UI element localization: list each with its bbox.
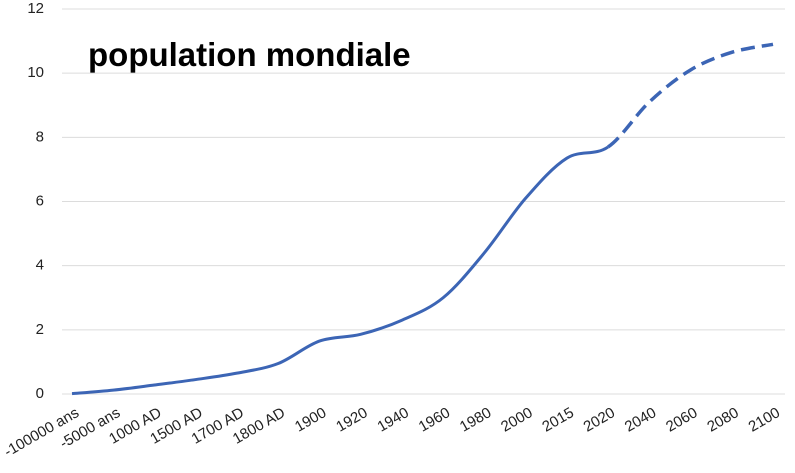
x-tick-label: 2060: [663, 404, 700, 435]
y-tick-label: 2: [36, 321, 44, 338]
chart-title: population mondiale: [88, 36, 411, 73]
x-tick-label: 2000: [498, 404, 535, 435]
x-tick-label: 1900: [292, 404, 329, 435]
line: [71, 145, 609, 396]
x-tick-label: 1960: [416, 404, 453, 435]
y-tick-label: 10: [27, 64, 44, 81]
x-tick-label: 1940: [374, 404, 411, 435]
x-tick-label: 2040: [622, 404, 659, 435]
line-projection: [607, 42, 774, 149]
y-tick-label: 12: [27, 0, 44, 17]
x-tick-label: 2100: [746, 404, 783, 435]
y-tick-label: 0: [36, 385, 44, 402]
y-tick-label: 4: [36, 257, 44, 274]
x-tick-label: 1980: [457, 404, 494, 435]
x-tick-label: 2020: [581, 404, 618, 435]
x-tick-label: 1920: [333, 404, 370, 435]
x-tick-label: 2080: [704, 404, 741, 435]
y-tick-label: 8: [36, 128, 44, 145]
y-tick-label: 6: [36, 192, 44, 209]
x-tick-label: 2015: [539, 404, 576, 435]
